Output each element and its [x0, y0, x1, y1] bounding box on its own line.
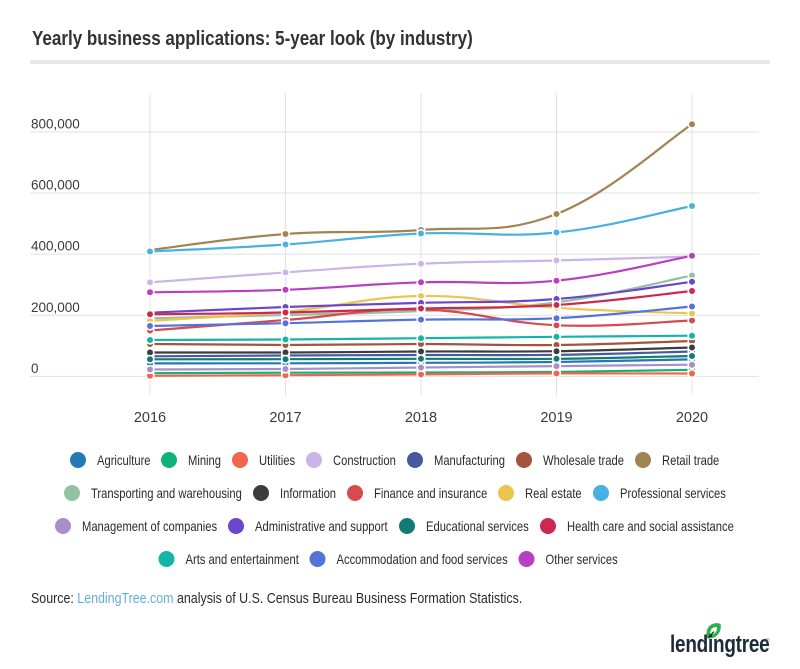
svg-text:2020: 2020	[676, 410, 708, 426]
svg-text:400,000: 400,000	[31, 239, 80, 254]
svg-text:0: 0	[31, 361, 39, 376]
svg-text:600,000: 600,000	[31, 178, 80, 193]
svg-text:2017: 2017	[269, 410, 301, 426]
svg-text:200,000: 200,000	[31, 300, 80, 315]
svg-text:®: ®	[765, 638, 770, 645]
svg-text:lendingtree: lendingtree	[670, 630, 770, 658]
svg-text:2019: 2019	[540, 410, 572, 426]
svg-text:2016: 2016	[134, 410, 166, 426]
svg-text:800,000: 800,000	[31, 116, 80, 131]
svg-text:2018: 2018	[405, 410, 437, 426]
